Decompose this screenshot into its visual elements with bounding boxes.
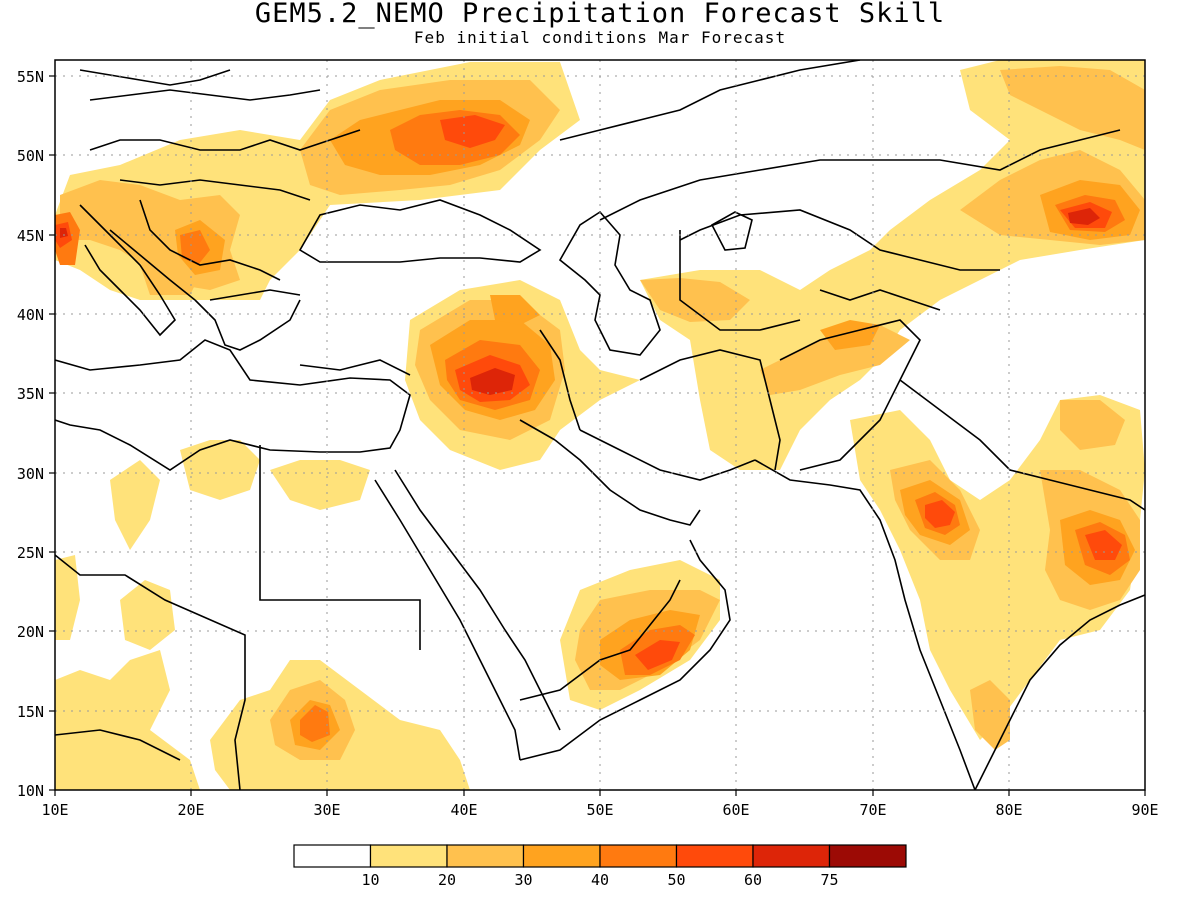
x-tick-labels: 10E 20E 30E 40E 50E 60E 70E 80E 90E <box>41 801 1158 819</box>
colorbar-swatch <box>828 844 907 868</box>
x-tick-label: 10E <box>41 801 68 819</box>
colorbar-label: 60 <box>744 871 762 889</box>
x-tick-label: 60E <box>722 801 749 819</box>
map-subtitle: Feb initial conditions Mar Forecast <box>413 28 787 47</box>
colorbar-swatch <box>522 844 601 868</box>
colorbar-label: 10 <box>361 871 379 889</box>
colorbar-swatch <box>369 844 448 868</box>
skill-level-5 <box>55 115 1122 670</box>
y-tick-label: 30N <box>17 465 44 483</box>
colorbar-label: 20 <box>438 871 456 889</box>
x-tick-marks <box>54 790 1146 796</box>
colorbar-label: 30 <box>514 871 532 889</box>
grid-lines <box>55 60 1145 790</box>
y-tick-label: 10N <box>17 782 44 800</box>
y-tick-label: 15N <box>17 703 44 721</box>
y-tick-label: 40N <box>17 306 44 324</box>
skill-level-6 <box>60 208 1100 395</box>
x-tick-label: 20E <box>177 801 204 819</box>
colorbar-swatch <box>675 844 754 868</box>
y-tick-marks <box>49 75 55 791</box>
colorbar-label: 75 <box>820 871 838 889</box>
x-tick-label: 30E <box>313 801 340 819</box>
y-tick-label: 25N <box>17 544 44 562</box>
colorbar-swatch <box>446 844 525 868</box>
y-tick-label: 45N <box>17 227 44 245</box>
skill-shading <box>55 60 1145 790</box>
y-tick-label: 50N <box>17 147 44 165</box>
colorbar-swatch <box>752 844 831 868</box>
colorbar-label: 50 <box>667 871 685 889</box>
x-tick-label: 70E <box>859 801 886 819</box>
x-tick-label: 90E <box>1131 801 1158 819</box>
map-title: GEM5.2_NEMO Precipitation Forecast Skill <box>254 0 946 29</box>
y-tick-label: 20N <box>17 623 44 641</box>
x-tick-label: 40E <box>450 801 477 819</box>
colorbar-swatch <box>293 844 372 868</box>
coastlines <box>55 60 1145 790</box>
x-tick-label: 80E <box>995 801 1022 819</box>
colorbar-label: 40 <box>591 871 609 889</box>
y-tick-label: 35N <box>17 385 44 403</box>
colorbar-swatch <box>599 844 678 868</box>
y-tick-label: 55N <box>17 68 44 86</box>
y-tick-labels: 10N 15N 20N 25N 30N 35N 40N 45N 50N 55N <box>17 68 44 800</box>
colorbar: 10 20 30 40 50 60 75 <box>293 844 907 889</box>
x-tick-label: 50E <box>586 801 613 819</box>
